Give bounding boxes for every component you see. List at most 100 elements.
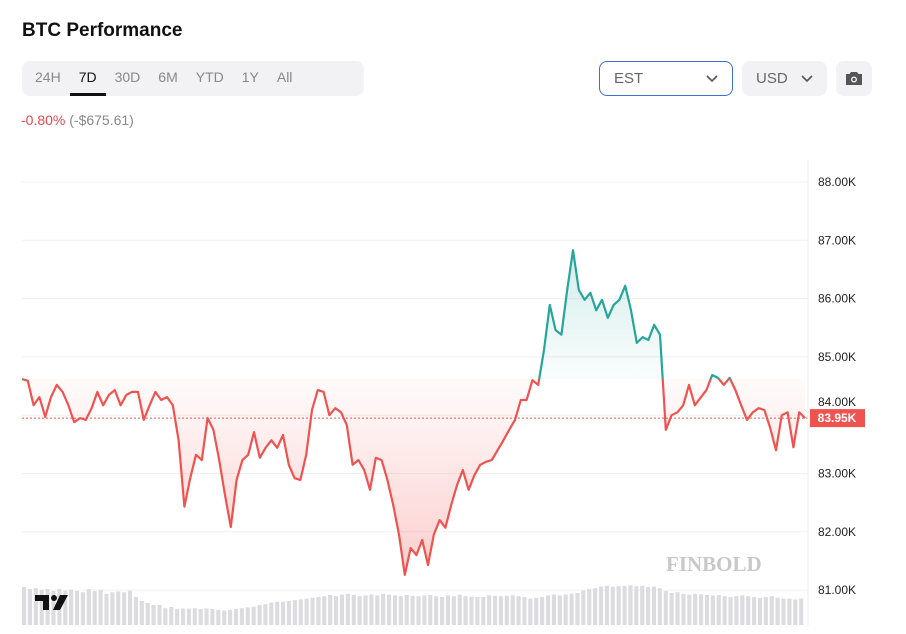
y-tick-label: 83.00K	[818, 467, 856, 481]
volume-bar	[392, 595, 398, 625]
volume-bar	[669, 593, 674, 625]
volume-bar	[793, 599, 798, 625]
volume-bar	[339, 594, 345, 625]
volume-bar	[628, 585, 633, 625]
volume-bar	[634, 586, 639, 625]
volume-bar	[569, 593, 574, 625]
volume-bar	[198, 609, 203, 625]
volume-bar	[269, 602, 274, 625]
volume-bar	[186, 608, 191, 625]
volume-bar	[687, 594, 692, 625]
volume-bar	[122, 592, 127, 625]
volume-bar	[151, 605, 156, 625]
volume-bar	[428, 595, 433, 625]
volume-bar	[381, 593, 386, 625]
volume-bar	[657, 588, 662, 625]
volume-bar	[463, 596, 468, 625]
volume-bar	[245, 607, 250, 625]
tab-6m[interactable]: 6M	[158, 69, 178, 85]
volume-bar	[133, 597, 138, 625]
tab-all[interactable]: All	[276, 69, 293, 85]
volume-bar	[716, 595, 721, 625]
volume-bar	[646, 587, 651, 625]
currency-select[interactable]: USD	[742, 61, 827, 96]
volume-bar	[663, 591, 668, 625]
tab-1y[interactable]: 1Y	[241, 69, 259, 85]
volume-bar	[740, 595, 745, 625]
volume-bar	[610, 586, 615, 625]
volume-bar	[593, 588, 598, 625]
volume-bar	[263, 604, 268, 625]
y-tick-label: 82.00K	[818, 525, 856, 539]
volume-bar	[575, 593, 580, 625]
volume-bar	[752, 597, 757, 625]
y-tick-label: 85.00K	[818, 350, 856, 364]
volume-bar	[710, 595, 715, 625]
volume-bar	[598, 586, 604, 625]
volume-bar	[251, 606, 256, 625]
volume-bar	[451, 596, 456, 625]
volume-bar	[80, 592, 85, 625]
volume-bar	[169, 607, 174, 625]
volume-bar	[734, 596, 739, 625]
tab-30d[interactable]: 30D	[114, 69, 141, 85]
volume-bar	[357, 596, 362, 625]
volume-bar	[681, 593, 686, 625]
volume-bar	[699, 594, 704, 625]
tab-7d[interactable]: 7D	[69, 61, 106, 96]
volume-bar	[492, 595, 498, 625]
volume-bar	[757, 597, 763, 625]
screenshot-button[interactable]	[836, 61, 872, 96]
y-tick-label: 84.00K	[818, 395, 856, 409]
volume-bar	[51, 591, 56, 625]
volume-bar	[322, 596, 327, 625]
volume-bar	[304, 598, 309, 625]
last-price-label: 83.95K	[818, 411, 857, 425]
tab-ytd[interactable]: YTD	[195, 69, 224, 85]
volume-bar	[257, 605, 262, 625]
volume-bar	[616, 586, 621, 625]
volume-bar	[98, 589, 103, 625]
volume-bar	[675, 592, 680, 625]
volume-bar	[445, 595, 451, 625]
volume-bar	[27, 589, 33, 625]
tab-24h[interactable]: 24H	[35, 69, 61, 85]
tradingview-logo	[35, 595, 68, 610]
volume-bar	[728, 597, 733, 625]
camera-icon	[846, 72, 862, 85]
volume-bar	[298, 599, 303, 625]
chevron-down-icon	[801, 74, 813, 82]
volume-bar	[387, 594, 392, 625]
volume-bar	[410, 595, 415, 625]
volume-bar	[487, 595, 492, 625]
volume-bar	[116, 591, 121, 625]
volume-bar	[522, 597, 527, 625]
price-line	[21, 249, 806, 576]
volume-bar	[328, 595, 333, 625]
volume-bar	[422, 595, 427, 625]
volume-bar	[604, 585, 609, 625]
volume-bar	[528, 598, 533, 625]
last-price-badge	[810, 409, 865, 428]
volume-bar	[787, 598, 792, 625]
volume-bar	[192, 608, 197, 625]
volume-bar	[545, 595, 551, 625]
volume-bar	[292, 600, 297, 625]
volume-bar	[504, 595, 509, 625]
volume-bar	[457, 594, 462, 625]
volume-bar	[157, 605, 162, 625]
volume-bar	[781, 598, 786, 625]
volume-bar	[39, 589, 44, 625]
volume-bar	[563, 594, 568, 625]
volume-bar	[351, 595, 356, 625]
volume-bar	[74, 591, 80, 625]
volume-bar	[334, 596, 339, 625]
change-amount: (-$675.61)	[69, 112, 134, 128]
volume-bar	[651, 586, 657, 625]
y-tick-label: 88.00K	[818, 175, 856, 189]
volume-bar	[557, 595, 562, 625]
volume-bar	[540, 597, 545, 625]
volume-bar	[233, 609, 239, 625]
timezone-select[interactable]: EST	[599, 61, 733, 96]
